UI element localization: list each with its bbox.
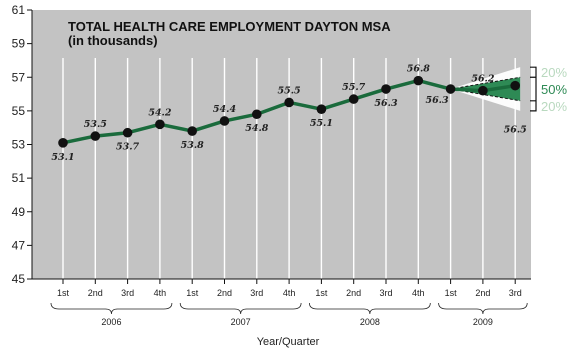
grid-lines bbox=[62, 58, 516, 279]
data-label: 53.8 bbox=[181, 140, 205, 151]
x-tick-label: 1st bbox=[57, 288, 70, 298]
year-brace bbox=[50, 302, 173, 315]
data-point bbox=[251, 109, 262, 120]
x-tick-label: 3rd bbox=[509, 288, 522, 298]
data-label: 55.7 bbox=[342, 82, 366, 93]
data-point bbox=[58, 138, 68, 148]
x-tick-label: 2nd bbox=[346, 288, 361, 298]
data-point bbox=[478, 85, 488, 96]
year-brace bbox=[179, 302, 302, 315]
x-tick-label: 2nd bbox=[88, 288, 103, 298]
forecast-bracket bbox=[530, 66, 537, 112]
data-label: 53.1 bbox=[51, 152, 74, 163]
x-tick-label: 1st bbox=[186, 288, 199, 298]
data-point bbox=[284, 97, 294, 108]
data-point bbox=[155, 119, 165, 130]
y-tick-label: 47 bbox=[12, 238, 26, 252]
y-tick-label: 59 bbox=[12, 37, 26, 51]
data-labels: 53.1 53.5 53.7 54.2 53.8 54.4 54.8 55.5 55.1 55.7… bbox=[51, 64, 527, 163]
x-axis: 1st 2nd 3rd 4th 2006 1st 2nd 3rd 4th 2007 1st 2nd 3r… bbox=[32, 278, 531, 327]
data-label: 56.3 bbox=[425, 95, 449, 106]
y-tick-label: 55 bbox=[12, 104, 26, 118]
data-point bbox=[90, 131, 101, 141]
y-tick-label: 61 bbox=[12, 3, 26, 17]
year-label: 2009 bbox=[473, 317, 493, 327]
y-axis: 45 47 49 51 53 55 57 59 61 bbox=[12, 3, 33, 286]
x-tick-label: 4th bbox=[154, 288, 167, 298]
data-label: 55.1 bbox=[310, 118, 333, 129]
data-label: 53.5 bbox=[84, 119, 108, 130]
year-label: 2008 bbox=[360, 317, 380, 327]
forecast-band-label: 50% bbox=[541, 82, 567, 97]
data-point bbox=[381, 84, 391, 94]
data-point bbox=[219, 116, 230, 126]
y-tick-label: 45 bbox=[12, 272, 26, 286]
data-point bbox=[348, 94, 359, 104]
data-label: 54.4 bbox=[213, 104, 236, 115]
data-point bbox=[413, 75, 424, 86]
y-tick-label: 57 bbox=[12, 70, 26, 84]
x-tick-label: 3rd bbox=[379, 288, 392, 298]
data-point bbox=[510, 80, 520, 91]
year-brace bbox=[309, 302, 431, 315]
y-tick-label: 49 bbox=[12, 205, 26, 219]
forecast-band-label: 20% bbox=[541, 99, 567, 114]
x-tick-label: 1st bbox=[315, 288, 328, 298]
data-label: 53.7 bbox=[116, 142, 140, 153]
data-point bbox=[187, 126, 197, 136]
data-label: 56.5 bbox=[504, 125, 528, 136]
chart-title: TOTAL HEALTH CARE EMPLOYMENT DAYTON MSA bbox=[68, 19, 391, 34]
x-tick-label: 4th bbox=[283, 288, 296, 298]
x-tick-label: 3rd bbox=[121, 288, 134, 298]
data-label: 56.8 bbox=[407, 64, 431, 75]
data-label: 54.8 bbox=[245, 123, 269, 134]
x-tick-label: 2nd bbox=[475, 288, 490, 298]
year-label: 2006 bbox=[101, 317, 121, 327]
y-tick-label: 53 bbox=[12, 138, 26, 152]
x-tick-label: 3rd bbox=[250, 288, 263, 298]
forecast-band-label: 20% bbox=[541, 65, 567, 80]
data-point bbox=[316, 104, 327, 114]
year-label: 2007 bbox=[231, 317, 251, 327]
plot-background bbox=[32, 10, 531, 279]
data-point bbox=[445, 84, 456, 94]
x-axis-label: Year/Quarter bbox=[257, 336, 320, 348]
data-label: 56.3 bbox=[374, 98, 398, 109]
year-brace bbox=[438, 302, 528, 315]
chart-subtitle: (in thousands) bbox=[68, 33, 158, 48]
forecast-inner-upper-line bbox=[450, 76, 521, 90]
data-label: 56.2 bbox=[471, 74, 495, 85]
y-tick-label: 51 bbox=[12, 171, 26, 185]
data-point bbox=[122, 127, 133, 138]
x-tick-label: 2nd bbox=[217, 288, 232, 298]
data-label: 54.2 bbox=[148, 107, 172, 118]
data-label: 55.5 bbox=[278, 85, 302, 96]
x-tick-label: 1st bbox=[445, 288, 458, 298]
series bbox=[58, 75, 520, 148]
x-tick-label: 4th bbox=[412, 288, 425, 298]
